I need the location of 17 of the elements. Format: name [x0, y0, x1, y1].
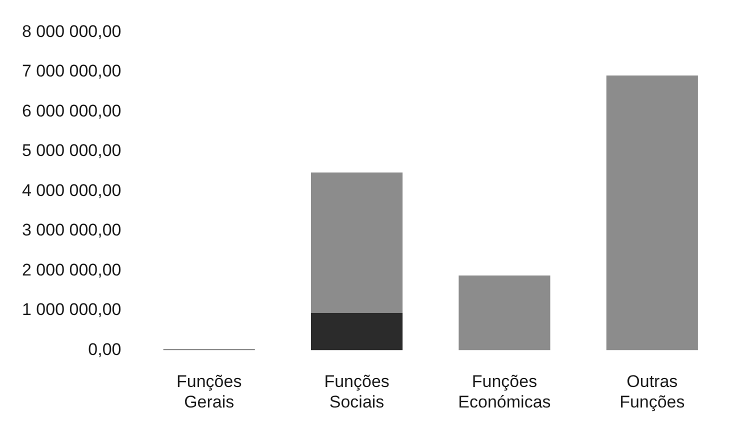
y-tick-label: 8 000 000,00	[22, 22, 122, 41]
bar	[311, 172, 403, 313]
y-tick-label: 4 000 000,00	[22, 180, 122, 200]
bar	[458, 275, 550, 350]
y-tick-label: 3 000 000,00	[22, 220, 122, 240]
y-tick-label: 0,00	[88, 340, 122, 359]
x-tick-label: Funções Gerais	[176, 372, 242, 412]
x-tick-label: Outras Funções	[620, 372, 685, 412]
y-tick-label: 6 000 000,00	[22, 101, 122, 120]
y-tick-label: 2 000 000,00	[22, 260, 122, 280]
y-tick-label: 7 000 000,00	[22, 62, 122, 81]
x-tick-label: Funções Económicas	[458, 372, 551, 412]
bar	[311, 312, 403, 350]
y-tick-label: 1 000 000,00	[22, 300, 122, 320]
x-tick-label: Funções Sociais	[324, 372, 390, 412]
y-tick-label: 5 000 000,00	[22, 141, 122, 160]
bar	[606, 76, 698, 350]
